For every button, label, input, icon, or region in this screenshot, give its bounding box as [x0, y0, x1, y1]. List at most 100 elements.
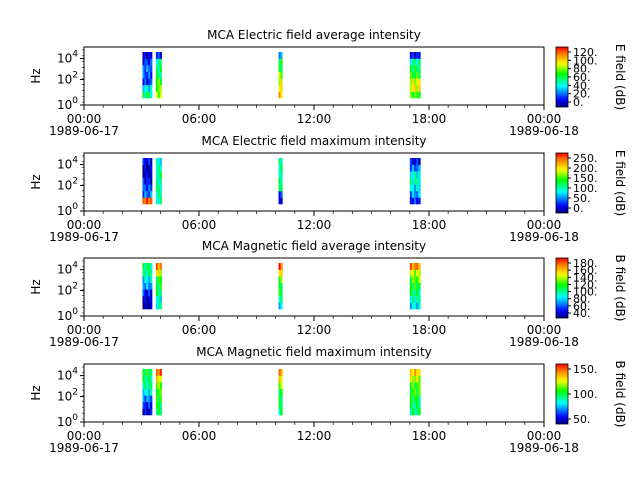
- x-date-label: 1989-06-18: [509, 335, 579, 349]
- spectrogram-cell: [148, 58, 151, 66]
- spectrogram-cell: [416, 171, 419, 179]
- burst: [142, 52, 153, 99]
- spectrogram-cell: [150, 408, 153, 416]
- spectrogram-cell: [144, 388, 147, 396]
- spectrogram-cell: [146, 302, 149, 310]
- spectrogram-cell: [148, 190, 151, 198]
- spectrogram-cell: [411, 184, 415, 192]
- spectrogram-cell: [155, 302, 159, 310]
- spectrogram-cell: [150, 395, 153, 403]
- spectrogram-cell: [159, 190, 162, 198]
- spectrogram-cell: [418, 263, 421, 270]
- spectrogram-cell: [411, 369, 415, 376]
- spectrogram-cell: [409, 71, 413, 79]
- spectrogram-cell: [418, 295, 421, 303]
- spectrogram-cell: [280, 71, 283, 79]
- y-axis-label: Hz: [29, 279, 43, 294]
- spectrogram-cell: [148, 71, 151, 79]
- spectrogram-cell: [159, 52, 162, 59]
- spectrogram-cell: [148, 52, 151, 59]
- spectrogram-cell: [142, 382, 145, 390]
- spectrogram-cell: [155, 197, 159, 205]
- spectrogram-cell: [146, 282, 149, 290]
- x-tick-label: 00:00: [67, 112, 102, 126]
- spectrogram-cell: [142, 276, 145, 284]
- spectrogram-cell: [411, 388, 415, 396]
- spectrogram-cell: [146, 71, 149, 79]
- spectrogram-cell: [157, 269, 161, 277]
- y-tick-label: 100: [57, 307, 78, 323]
- spectrogram-cell: [146, 375, 149, 383]
- spectrogram-cell: [159, 382, 162, 390]
- colorbar: [555, 257, 569, 319]
- colorbar-tick-label: 150.: [573, 363, 598, 376]
- spectrogram-cell: [142, 302, 145, 310]
- spectrogram-cell: [409, 395, 413, 403]
- spectrogram-cell: [414, 52, 417, 59]
- x-tick-label: 00:00: [67, 429, 102, 443]
- y-tick-label: 100: [57, 96, 78, 112]
- spectrogram-cell: [155, 276, 159, 284]
- colorbar-label: B field (dB): [613, 361, 627, 428]
- spectrogram-cell: [159, 171, 162, 179]
- spectrogram-cell: [418, 401, 421, 409]
- spectrogram-cell: [146, 408, 149, 416]
- spectrogram-cell: [148, 401, 151, 409]
- spectrogram-cell: [148, 395, 151, 403]
- y-tick-label: 100: [57, 413, 78, 429]
- spectrogram-cell: [150, 184, 153, 192]
- x-date-label: 1989-06-17: [49, 230, 119, 244]
- spectrogram-cell: [409, 58, 413, 66]
- colorbar-tick-label: 150.: [573, 172, 598, 185]
- spectrogram-cell: [150, 276, 153, 284]
- spectrogram-cell: [146, 190, 149, 198]
- spectrogram-cell: [280, 164, 283, 172]
- spectrogram-cell: [280, 282, 283, 290]
- spectrogram-cell: [411, 84, 415, 92]
- spectrogram-cell: [148, 197, 151, 205]
- spectrogram-cell: [418, 382, 421, 390]
- spectrogram-cell: [144, 171, 147, 179]
- spectrogram-cell: [142, 52, 145, 59]
- spectrogram-cell: [280, 276, 283, 284]
- colorbar-tick-label: 40.: [573, 307, 591, 320]
- spectrogram-cell: [278, 171, 281, 179]
- spectrogram-cell: [142, 190, 145, 198]
- axes-frame: [83, 363, 545, 423]
- spectrogram-cell: [416, 58, 419, 66]
- spectrogram-cell: [144, 164, 147, 172]
- colorbar-tick-label: 140.: [573, 271, 598, 284]
- spectrogram-cell: [150, 302, 153, 310]
- spectrogram-cell: [414, 395, 417, 403]
- spectrogram-cell: [418, 408, 421, 416]
- spectrogram-cell: [148, 158, 151, 165]
- burst: [142, 158, 153, 205]
- spectrogram-cell: [280, 65, 283, 73]
- spectrogram-cell: [146, 52, 149, 59]
- spectrogram-cell: [411, 164, 415, 172]
- spectrogram-cell: [414, 269, 417, 277]
- colorbar-tick-label: 60.: [573, 300, 591, 313]
- spectrogram-cell: [146, 65, 149, 73]
- spectrogram-cell: [411, 52, 415, 59]
- burst: [142, 263, 153, 310]
- spectrogram-cell: [409, 91, 413, 99]
- x-tick-label: 00:00: [67, 218, 102, 232]
- spectrogram-cell: [150, 197, 153, 205]
- spectrogram-cell: [280, 78, 283, 86]
- spectrogram-cell: [157, 190, 161, 198]
- spectrogram-cell: [416, 276, 419, 284]
- spectrogram-cell: [150, 84, 153, 92]
- colorbar-tick-label: 0.: [573, 202, 584, 215]
- spectrogram-cell: [411, 190, 415, 198]
- spectrogram-cell: [155, 282, 159, 290]
- spectrogram-cell: [414, 91, 417, 99]
- spectrogram-cell: [148, 91, 151, 99]
- spectrogram-cell: [155, 171, 159, 179]
- spectrogram-cell: [150, 65, 153, 73]
- spectrogram-cell: [416, 190, 419, 198]
- spectrogram-cell: [159, 302, 162, 310]
- spectrogram-cell: [278, 369, 281, 376]
- spectrogram-cell: [142, 269, 145, 277]
